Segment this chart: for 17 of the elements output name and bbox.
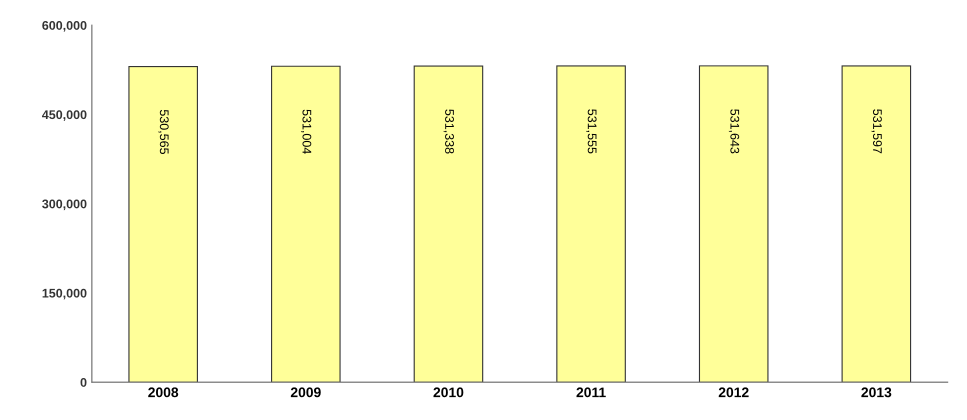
data-label: 531,338 [444,109,454,154]
data-label: 531,004 [300,110,312,154]
x-tick-label: 2013 [861,387,892,398]
x-tick-label: 2008 [148,387,178,398]
y-tick-label: 450,000 [42,110,86,121]
y-tick-label: 600,000 [42,21,86,32]
x-tick-label: 2010 [433,387,464,398]
x-tick-label: 2009 [290,387,321,398]
x-tick-label: 2011 [576,387,606,398]
data-label: 531,643 [728,109,740,154]
y-tick-label: 300,000 [42,200,86,210]
data-label: 531,555 [586,109,597,154]
data-label: 531,597 [872,109,882,154]
y-tick-label: 0 [80,378,86,387]
x-tick-label: 2012 [718,387,749,398]
data-label: 530,565 [158,110,169,154]
y-tick-label: 150,000 [42,288,86,300]
